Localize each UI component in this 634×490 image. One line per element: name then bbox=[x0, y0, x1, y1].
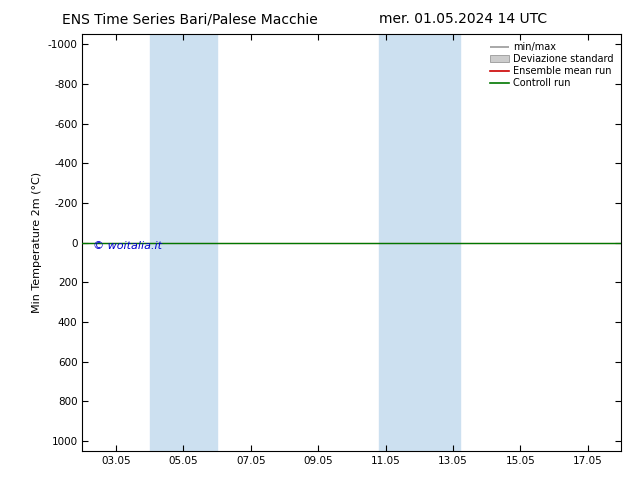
Text: © woitalia.it: © woitalia.it bbox=[93, 241, 162, 251]
Text: mer. 01.05.2024 14 UTC: mer. 01.05.2024 14 UTC bbox=[378, 12, 547, 26]
Text: ENS Time Series Bari/Palese Macchie: ENS Time Series Bari/Palese Macchie bbox=[62, 12, 318, 26]
Bar bbox=[150, 34, 217, 451]
Bar bbox=[379, 34, 460, 451]
Y-axis label: Min Temperature 2m (°C): Min Temperature 2m (°C) bbox=[32, 172, 42, 313]
Legend: min/max, Deviazione standard, Ensemble mean run, Controll run: min/max, Deviazione standard, Ensemble m… bbox=[487, 39, 616, 91]
